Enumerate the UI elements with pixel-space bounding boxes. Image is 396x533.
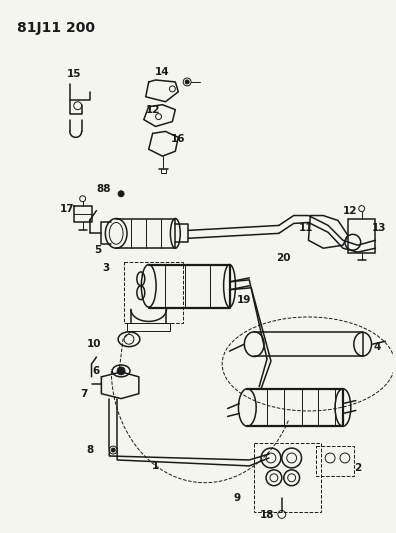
Text: 8: 8 (86, 445, 93, 455)
Text: 18: 18 (260, 511, 274, 520)
Text: 15: 15 (67, 69, 81, 79)
Circle shape (185, 80, 189, 84)
Text: 20: 20 (276, 253, 291, 263)
Text: 2: 2 (354, 463, 362, 473)
Text: 10: 10 (87, 339, 102, 349)
Circle shape (117, 367, 125, 375)
Text: 12: 12 (343, 206, 357, 215)
Text: 19: 19 (237, 295, 251, 305)
Text: 6: 6 (93, 366, 100, 376)
Text: 16: 16 (171, 134, 186, 144)
Circle shape (118, 191, 124, 197)
Circle shape (111, 448, 115, 452)
Text: 14: 14 (155, 67, 170, 77)
Text: 13: 13 (372, 223, 386, 233)
Text: 11: 11 (299, 223, 314, 233)
Bar (254, 443, 321, 512)
Text: 12: 12 (145, 104, 160, 115)
Text: 7: 7 (80, 389, 87, 399)
Text: 4: 4 (374, 342, 381, 352)
Text: 1: 1 (152, 461, 159, 471)
Bar (124, 262, 183, 324)
Text: 3: 3 (103, 263, 110, 273)
Text: 17: 17 (59, 204, 74, 214)
Bar (348, 219, 375, 253)
Bar (316, 446, 354, 476)
Text: 88: 88 (96, 184, 110, 194)
Text: 9: 9 (234, 492, 241, 503)
Text: 81J11 200: 81J11 200 (17, 21, 95, 35)
Bar (127, 324, 170, 332)
Text: 5: 5 (94, 245, 101, 255)
